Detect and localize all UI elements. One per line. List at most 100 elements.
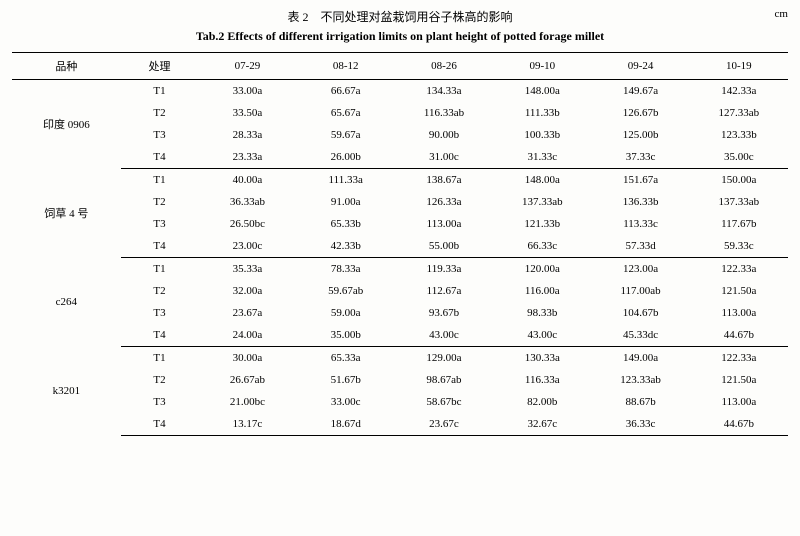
value-cell: 13.17c [198, 413, 296, 436]
value-cell: 134.33a [395, 80, 493, 103]
value-cell: 98.33b [493, 302, 591, 324]
value-cell: 116.33a [493, 369, 591, 391]
value-cell: 37.33c [591, 146, 689, 169]
value-cell: 66.33c [493, 235, 591, 258]
value-cell: 142.33a [690, 80, 788, 103]
table-row: T326.50bc65.33b113.00a121.33b113.33c117.… [12, 213, 788, 235]
value-cell: 40.00a [198, 169, 296, 192]
value-cell: 88.67b [591, 391, 689, 413]
treatment-cell: T3 [121, 124, 199, 146]
value-cell: 130.33a [493, 347, 591, 370]
value-cell: 57.33d [591, 235, 689, 258]
value-cell: 33.50a [198, 102, 296, 124]
table-row: T323.67a59.00a93.67b98.33b104.67b113.00a [12, 302, 788, 324]
value-cell: 36.33ab [198, 191, 296, 213]
treatment-cell: T2 [121, 102, 199, 124]
value-cell: 45.33dc [591, 324, 689, 347]
value-cell: 32.00a [198, 280, 296, 302]
value-cell: 151.67a [591, 169, 689, 192]
value-cell: 26.00b [297, 146, 395, 169]
value-cell: 137.33ab [690, 191, 788, 213]
header-date: 07-29 [198, 53, 296, 80]
table-row: T236.33ab91.00a126.33a137.33ab136.33b137… [12, 191, 788, 213]
value-cell: 44.67b [690, 413, 788, 436]
table-row: T226.67ab51.67b98.67ab116.33a123.33ab121… [12, 369, 788, 391]
table-row: T424.00a35.00b43.00c43.00c45.33dc44.67b [12, 324, 788, 347]
value-cell: 66.67a [297, 80, 395, 103]
value-cell: 21.00bc [198, 391, 296, 413]
variety-cell: 印度 0906 [12, 80, 121, 169]
table-row: 印度 0906T133.00a66.67a134.33a148.00a149.6… [12, 80, 788, 103]
treatment-cell: T4 [121, 324, 199, 347]
value-cell: 24.00a [198, 324, 296, 347]
value-cell: 43.00c [493, 324, 591, 347]
value-cell: 112.67a [395, 280, 493, 302]
value-cell: 104.67b [591, 302, 689, 324]
variety-cell: 饲草 4 号 [12, 169, 121, 258]
value-cell: 36.33c [591, 413, 689, 436]
value-cell: 26.67ab [198, 369, 296, 391]
treatment-cell: T2 [121, 369, 199, 391]
table-row: T233.50a65.67a116.33ab111.33b126.67b127.… [12, 102, 788, 124]
value-cell: 116.00a [493, 280, 591, 302]
value-cell: 59.67ab [297, 280, 395, 302]
value-cell: 93.67b [395, 302, 493, 324]
value-cell: 33.00a [198, 80, 296, 103]
header-date: 09-24 [591, 53, 689, 80]
table-row: c264T135.33a78.33a119.33a120.00a123.00a1… [12, 258, 788, 281]
value-cell: 100.33b [493, 124, 591, 146]
value-cell: 82.00b [493, 391, 591, 413]
value-cell: 65.33b [297, 213, 395, 235]
treatment-cell: T4 [121, 146, 199, 169]
data-table: 品种 处理 07-29 08-12 08-26 09-10 09-24 10-1… [12, 52, 788, 436]
value-cell: 78.33a [297, 258, 395, 281]
value-cell: 65.33a [297, 347, 395, 370]
table-row: 饲草 4 号T140.00a111.33a138.67a148.00a151.6… [12, 169, 788, 192]
treatment-cell: T1 [121, 258, 199, 281]
value-cell: 31.33c [493, 146, 591, 169]
value-cell: 23.00c [198, 235, 296, 258]
value-cell: 35.33a [198, 258, 296, 281]
table-title-cn: 表 2 不同处理对盆栽饲用谷子株高的影响 cm [12, 8, 788, 25]
table-row: T321.00bc33.00c58.67bc82.00b88.67b113.00… [12, 391, 788, 413]
value-cell: 126.67b [591, 102, 689, 124]
value-cell: 113.00a [690, 391, 788, 413]
table-row: k3201T130.00a65.33a129.00a130.33a149.00a… [12, 347, 788, 370]
value-cell: 35.00c [690, 146, 788, 169]
value-cell: 55.00b [395, 235, 493, 258]
value-cell: 91.00a [297, 191, 395, 213]
value-cell: 90.00b [395, 124, 493, 146]
value-cell: 116.33ab [395, 102, 493, 124]
treatment-cell: T2 [121, 280, 199, 302]
table-body: 印度 0906T133.00a66.67a134.33a148.00a149.6… [12, 80, 788, 436]
treatment-cell: T3 [121, 302, 199, 324]
value-cell: 123.33ab [591, 369, 689, 391]
unit-label: cm [775, 8, 788, 20]
value-cell: 122.33a [690, 258, 788, 281]
value-cell: 136.33b [591, 191, 689, 213]
value-cell: 32.67c [493, 413, 591, 436]
table-row: T423.33a26.00b31.00c31.33c37.33c35.00c [12, 146, 788, 169]
header-treatment: 处理 [121, 53, 199, 80]
value-cell: 59.67a [297, 124, 395, 146]
value-cell: 26.50bc [198, 213, 296, 235]
value-cell: 98.67ab [395, 369, 493, 391]
value-cell: 42.33b [297, 235, 395, 258]
value-cell: 148.00a [493, 169, 591, 192]
value-cell: 120.00a [493, 258, 591, 281]
treatment-cell: T2 [121, 191, 199, 213]
header-date: 08-12 [297, 53, 395, 80]
value-cell: 113.00a [395, 213, 493, 235]
header-date: 08-26 [395, 53, 493, 80]
value-cell: 35.00b [297, 324, 395, 347]
table-title-en: Tab.2 Effects of different irrigation li… [12, 29, 788, 44]
value-cell: 44.67b [690, 324, 788, 347]
header-row: 品种 处理 07-29 08-12 08-26 09-10 09-24 10-1… [12, 53, 788, 80]
value-cell: 127.33ab [690, 102, 788, 124]
value-cell: 51.67b [297, 369, 395, 391]
value-cell: 138.67a [395, 169, 493, 192]
value-cell: 121.50a [690, 280, 788, 302]
value-cell: 126.33a [395, 191, 493, 213]
value-cell: 121.33b [493, 213, 591, 235]
value-cell: 65.67a [297, 102, 395, 124]
